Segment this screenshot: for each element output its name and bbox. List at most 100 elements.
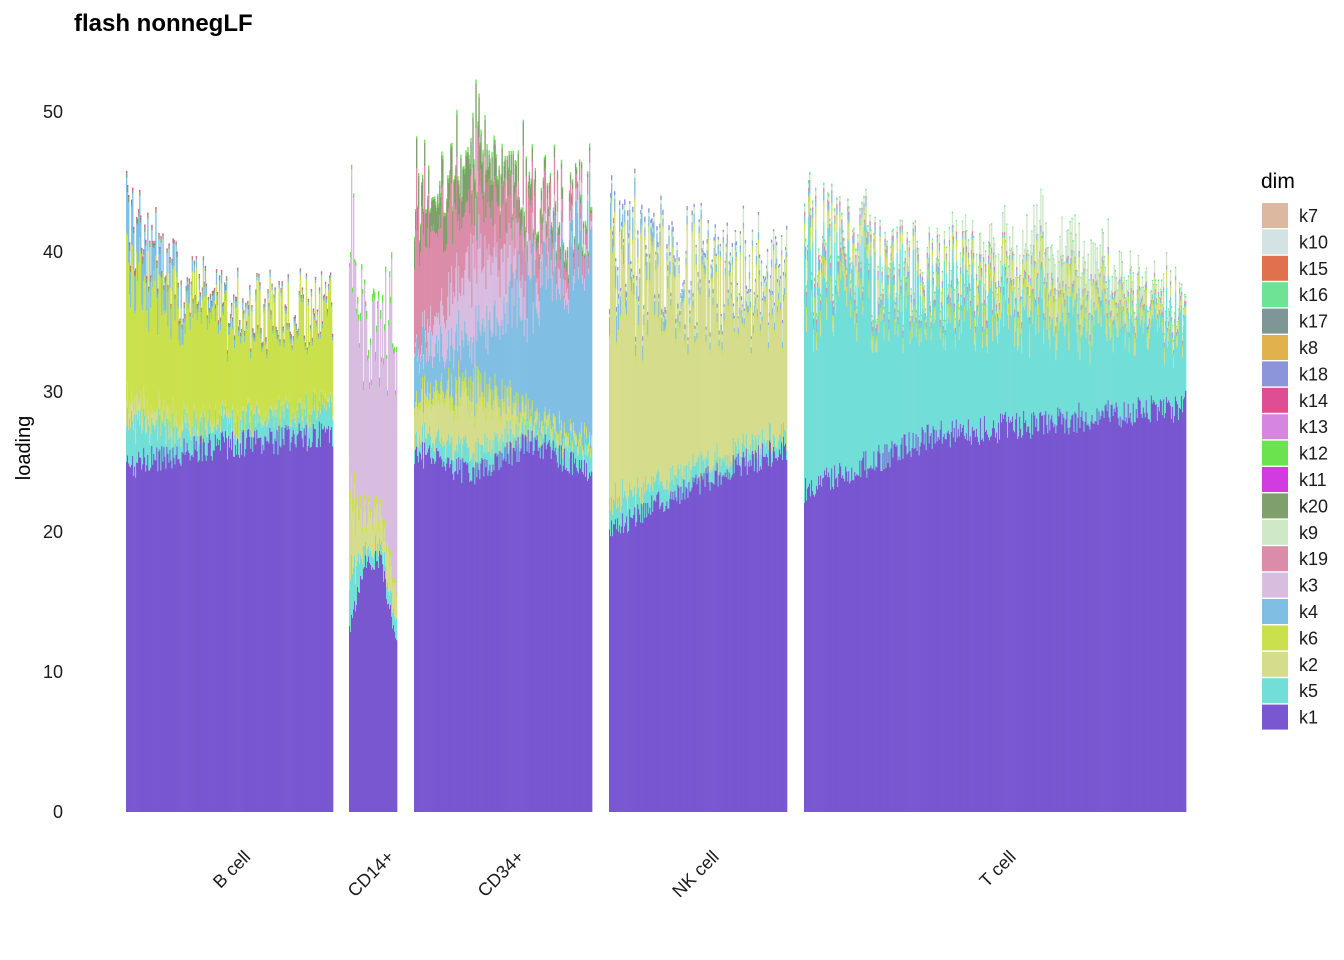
bar-segment-k1 bbox=[322, 429, 325, 812]
bar-segment-k4 bbox=[533, 275, 536, 420]
bar-segment-k5 bbox=[297, 417, 300, 434]
bar-segment-k4 bbox=[563, 309, 566, 423]
bar-segment-k18 bbox=[751, 229, 754, 232]
bar-segment-k4 bbox=[699, 287, 701, 295]
bar-segment-k18 bbox=[741, 304, 744, 307]
bar-segment-k9 bbox=[763, 282, 766, 296]
bar-segment-k3 bbox=[457, 301, 459, 352]
bar-segment-k2 bbox=[783, 298, 786, 430]
bar-segment-k4 bbox=[774, 263, 777, 269]
bar-segment-k18 bbox=[775, 241, 778, 246]
bar-segment-k2 bbox=[735, 261, 738, 446]
bar-segment-k20 bbox=[246, 322, 248, 326]
bar-segment-k2 bbox=[609, 339, 611, 499]
bar-segment-k5 bbox=[446, 441, 448, 464]
bar-segment-k20 bbox=[417, 207, 419, 232]
bar-segment-k4 bbox=[833, 309, 835, 317]
bar-segment-k6 bbox=[372, 524, 374, 531]
bar-segment-k6 bbox=[257, 334, 259, 419]
bar-segment-k12 bbox=[490, 179, 492, 185]
bar-segment-k5 bbox=[372, 556, 374, 568]
bar-segment-k12 bbox=[453, 179, 455, 183]
bar-segment-k20 bbox=[137, 221, 139, 225]
bar-segment-k4 bbox=[461, 330, 463, 382]
bar-segment-k2 bbox=[314, 388, 317, 394]
bar-segment-k1 bbox=[264, 436, 266, 812]
bar-segment-k3 bbox=[489, 255, 491, 312]
bar-segment-k1 bbox=[586, 480, 589, 812]
bar-segment-k5 bbox=[690, 469, 692, 491]
bar-segment-k3 bbox=[450, 283, 452, 346]
bar-segment-k1 bbox=[349, 625, 351, 812]
bar-segment-k6 bbox=[161, 315, 163, 411]
bar-segment-k5 bbox=[715, 460, 717, 471]
bar-segment-k5 bbox=[265, 416, 267, 437]
bar-segment-k6 bbox=[517, 392, 519, 404]
bar-segment-k5 bbox=[609, 498, 611, 530]
bar-segment-k12 bbox=[577, 243, 580, 246]
bar-segment-k3 bbox=[559, 278, 562, 300]
bar-segment-k2 bbox=[199, 413, 202, 422]
bar-segment-k18 bbox=[618, 293, 620, 299]
bar-segment-k5 bbox=[255, 426, 257, 445]
bar-segment-k5 bbox=[251, 410, 253, 438]
bar-segment-k1 bbox=[382, 564, 384, 812]
bar-segment-k3 bbox=[530, 253, 533, 279]
bar-segment-k5 bbox=[824, 277, 826, 471]
bar-segment-k6 bbox=[609, 335, 611, 340]
bar-segment-k4 bbox=[308, 345, 311, 348]
bar-segment-k1 bbox=[831, 468, 833, 812]
bar-segment-k1 bbox=[529, 441, 532, 812]
bar-segment-k4 bbox=[621, 229, 623, 250]
bar-segment-k5 bbox=[303, 408, 306, 429]
bar-segment-k18 bbox=[648, 208, 650, 213]
bar-segment-k12 bbox=[509, 170, 511, 174]
bar-segment-k1 bbox=[510, 442, 512, 812]
bar-segment-k4 bbox=[206, 318, 209, 331]
bar-segment-k18 bbox=[743, 308, 746, 312]
bar-segment-k6 bbox=[173, 266, 175, 416]
bar-segment-k1 bbox=[645, 503, 647, 812]
bar-segment-k1 bbox=[518, 461, 520, 812]
bar-segment-k6 bbox=[757, 239, 760, 244]
bar-segment-k14 bbox=[239, 319, 241, 322]
bar-segment-k1 bbox=[547, 442, 550, 812]
bar-segment-k6 bbox=[749, 306, 752, 311]
bar-segment-k5 bbox=[509, 419, 511, 442]
bar-segment-k5 bbox=[760, 454, 763, 470]
bar-segment-k4 bbox=[811, 284, 813, 291]
bar-segment-k5 bbox=[279, 418, 281, 446]
bar-segment-k5 bbox=[246, 411, 248, 438]
bar-segment-k9 bbox=[838, 258, 840, 262]
bar-segment-k5 bbox=[443, 442, 445, 462]
bar-segment-k1 bbox=[726, 469, 729, 812]
bar-segment-k18 bbox=[714, 224, 716, 228]
bar-segment-k6 bbox=[539, 435, 542, 440]
bar-segment-k4 bbox=[172, 243, 174, 270]
bar-segment-k1 bbox=[438, 451, 440, 812]
bar-segment-k20 bbox=[308, 343, 311, 346]
bar-segment-k5 bbox=[146, 432, 148, 465]
bar-segment-k6 bbox=[618, 329, 620, 335]
bar-segment-k4 bbox=[259, 285, 261, 291]
bar-segment-k1 bbox=[156, 447, 158, 812]
bar-segment-k5 bbox=[323, 407, 326, 427]
bar-segment-k20 bbox=[544, 157, 547, 168]
bar-segment-k12 bbox=[426, 209, 428, 213]
bar-segment-k2 bbox=[681, 306, 683, 477]
bar-segment-k4 bbox=[434, 356, 436, 392]
bar-segment-k1 bbox=[711, 482, 713, 812]
bar-segment-k6 bbox=[775, 265, 778, 270]
bar-segment-k9 bbox=[640, 214, 642, 219]
bar-segment-k20 bbox=[242, 299, 244, 304]
bar-segment-k5 bbox=[614, 501, 616, 525]
bar-segment-k1 bbox=[367, 561, 369, 812]
bar-segment-k1 bbox=[538, 447, 541, 812]
bar-segment-k6 bbox=[542, 425, 545, 433]
bar-segment-k14 bbox=[168, 243, 170, 247]
bar-segment-k1 bbox=[216, 438, 219, 812]
bar-segment-k1 bbox=[780, 442, 783, 812]
bar-segment-k20 bbox=[261, 344, 263, 348]
bar-segment-k12 bbox=[444, 212, 446, 216]
bar-segment-k19 bbox=[488, 179, 490, 245]
